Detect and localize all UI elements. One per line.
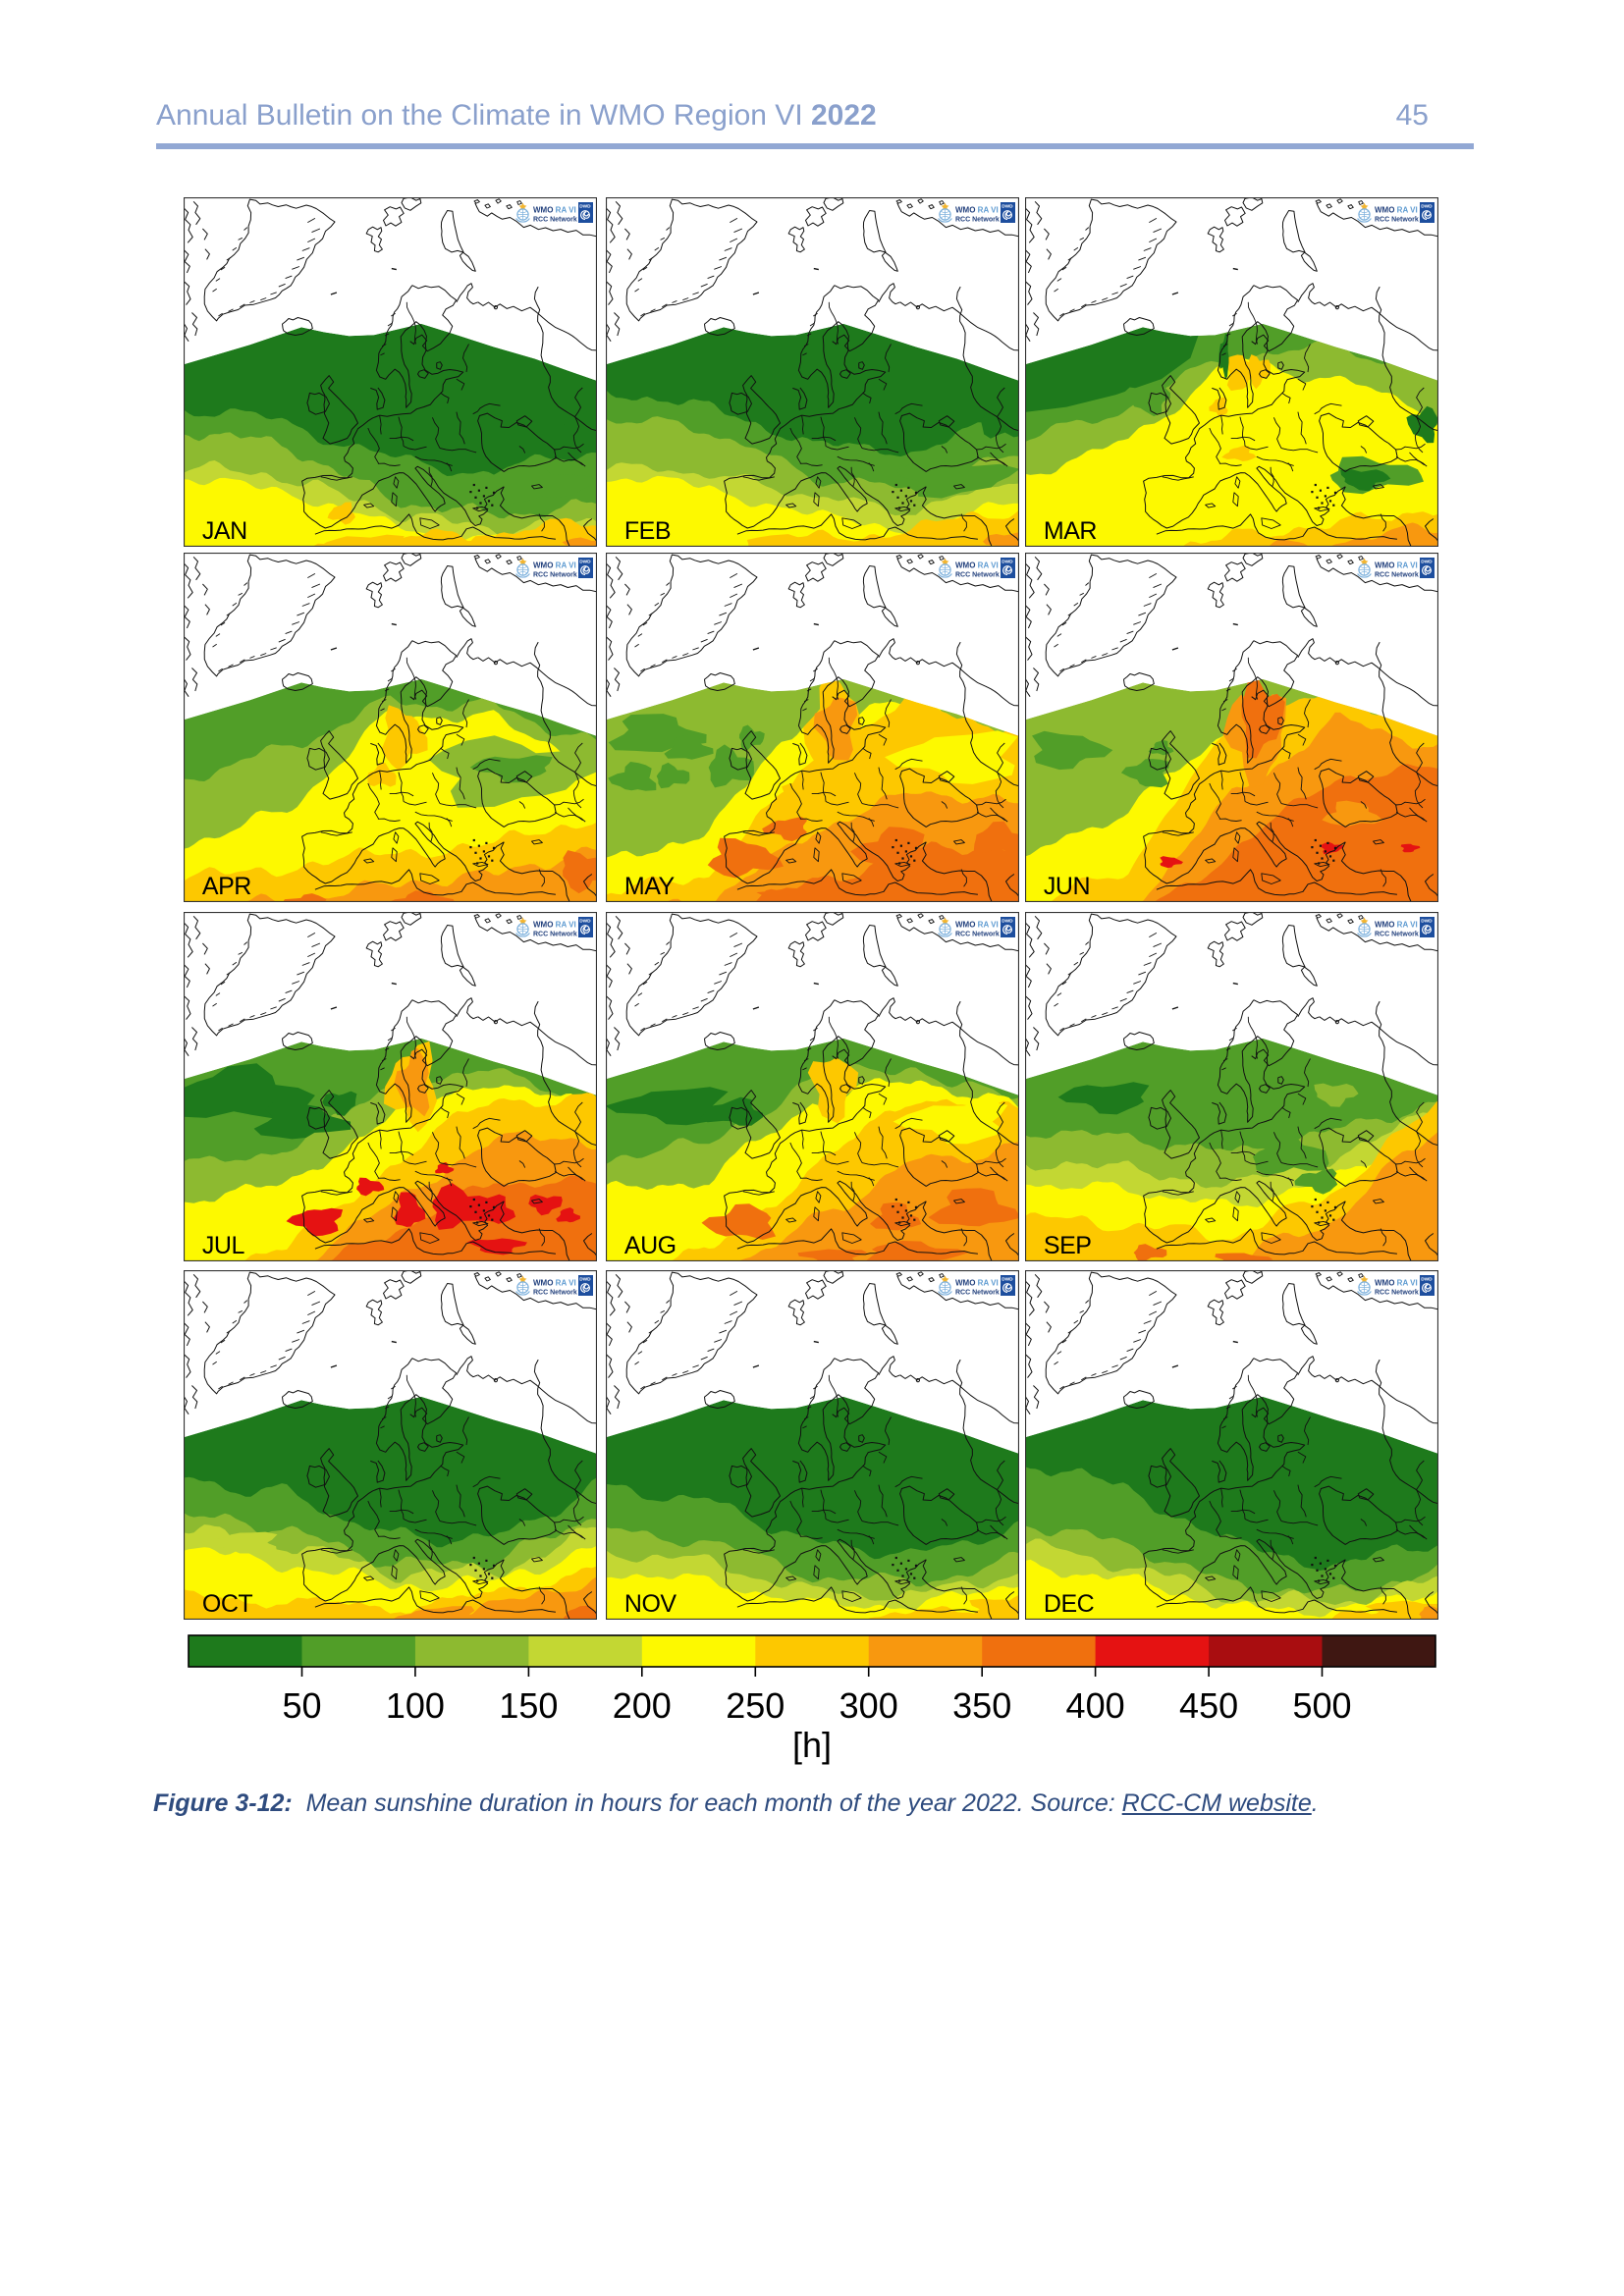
svg-text:RCC Network: RCC Network bbox=[1375, 1290, 1419, 1297]
svg-text:50: 50 bbox=[282, 1685, 321, 1726]
svg-text:RCC Network: RCC Network bbox=[1375, 932, 1419, 938]
svg-text:350: 350 bbox=[952, 1685, 1011, 1726]
svg-text:DWD: DWD bbox=[1421, 204, 1433, 210]
svg-text:RCC Network: RCC Network bbox=[1375, 572, 1419, 579]
svg-text:DWD: DWD bbox=[579, 560, 591, 565]
svg-text:WMO RA VI: WMO RA VI bbox=[955, 921, 999, 930]
svg-text:200: 200 bbox=[613, 1685, 672, 1726]
svg-text:WMO RA VI: WMO RA VI bbox=[533, 561, 576, 570]
svg-text:RCC Network: RCC Network bbox=[533, 932, 577, 938]
svg-text:DWD: DWD bbox=[579, 1277, 591, 1283]
svg-text:APR: APR bbox=[202, 873, 251, 900]
svg-text:JUL: JUL bbox=[202, 1232, 245, 1259]
svg-text:RCC Network: RCC Network bbox=[955, 932, 1000, 938]
svg-text:DEC: DEC bbox=[1044, 1590, 1095, 1618]
svg-text:MAY: MAY bbox=[624, 873, 676, 900]
svg-text:RCC Network: RCC Network bbox=[533, 572, 577, 579]
svg-text:400: 400 bbox=[1066, 1685, 1125, 1726]
svg-text:WMO RA VI: WMO RA VI bbox=[533, 921, 576, 930]
svg-text:WMO RA VI: WMO RA VI bbox=[955, 206, 999, 215]
svg-text:JUN: JUN bbox=[1044, 873, 1090, 900]
svg-text:DWD: DWD bbox=[1001, 560, 1013, 565]
svg-text:DWD: DWD bbox=[579, 919, 591, 925]
svg-text:JAN: JAN bbox=[202, 517, 247, 545]
svg-text:NOV: NOV bbox=[624, 1590, 677, 1618]
svg-text:500: 500 bbox=[1292, 1685, 1351, 1726]
svg-text:100: 100 bbox=[386, 1685, 445, 1726]
svg-text:WMO RA VI: WMO RA VI bbox=[533, 206, 576, 215]
svg-text:RCC Network: RCC Network bbox=[955, 217, 1000, 224]
svg-text:150: 150 bbox=[499, 1685, 558, 1726]
svg-text:WMO RA VI: WMO RA VI bbox=[1375, 206, 1418, 215]
svg-text:DWD: DWD bbox=[1421, 560, 1433, 565]
svg-text:OCT: OCT bbox=[202, 1590, 253, 1618]
svg-text:WMO RA VI: WMO RA VI bbox=[533, 1279, 576, 1288]
svg-text:RCC Network: RCC Network bbox=[955, 572, 1000, 579]
svg-text:AUG: AUG bbox=[624, 1232, 677, 1259]
svg-text:WMO RA VI: WMO RA VI bbox=[1375, 921, 1418, 930]
svg-text:300: 300 bbox=[839, 1685, 898, 1726]
svg-text:MAR: MAR bbox=[1044, 517, 1097, 545]
svg-text:DWD: DWD bbox=[1421, 919, 1433, 925]
svg-text:250: 250 bbox=[726, 1685, 785, 1726]
svg-text:DWD: DWD bbox=[1001, 1277, 1013, 1283]
svg-text:[h]: [h] bbox=[792, 1725, 832, 1765]
svg-text:RCC Network: RCC Network bbox=[533, 1290, 577, 1297]
svg-text:WMO RA VI: WMO RA VI bbox=[955, 1279, 999, 1288]
svg-text:WMO RA VI: WMO RA VI bbox=[955, 561, 999, 570]
svg-text:RCC Network: RCC Network bbox=[955, 1290, 1000, 1297]
svg-text:450: 450 bbox=[1179, 1685, 1238, 1726]
svg-text:DWD: DWD bbox=[1001, 204, 1013, 210]
svg-text:SEP: SEP bbox=[1044, 1232, 1092, 1259]
svg-text:WMO RA VI: WMO RA VI bbox=[1375, 1279, 1418, 1288]
svg-text:DWD: DWD bbox=[579, 204, 591, 210]
svg-text:RCC Network: RCC Network bbox=[1375, 217, 1419, 224]
svg-text:RCC Network: RCC Network bbox=[533, 217, 577, 224]
svg-text:DWD: DWD bbox=[1421, 1277, 1433, 1283]
svg-text:FEB: FEB bbox=[624, 517, 671, 545]
svg-text:WMO RA VI: WMO RA VI bbox=[1375, 561, 1418, 570]
svg-text:DWD: DWD bbox=[1001, 919, 1013, 925]
